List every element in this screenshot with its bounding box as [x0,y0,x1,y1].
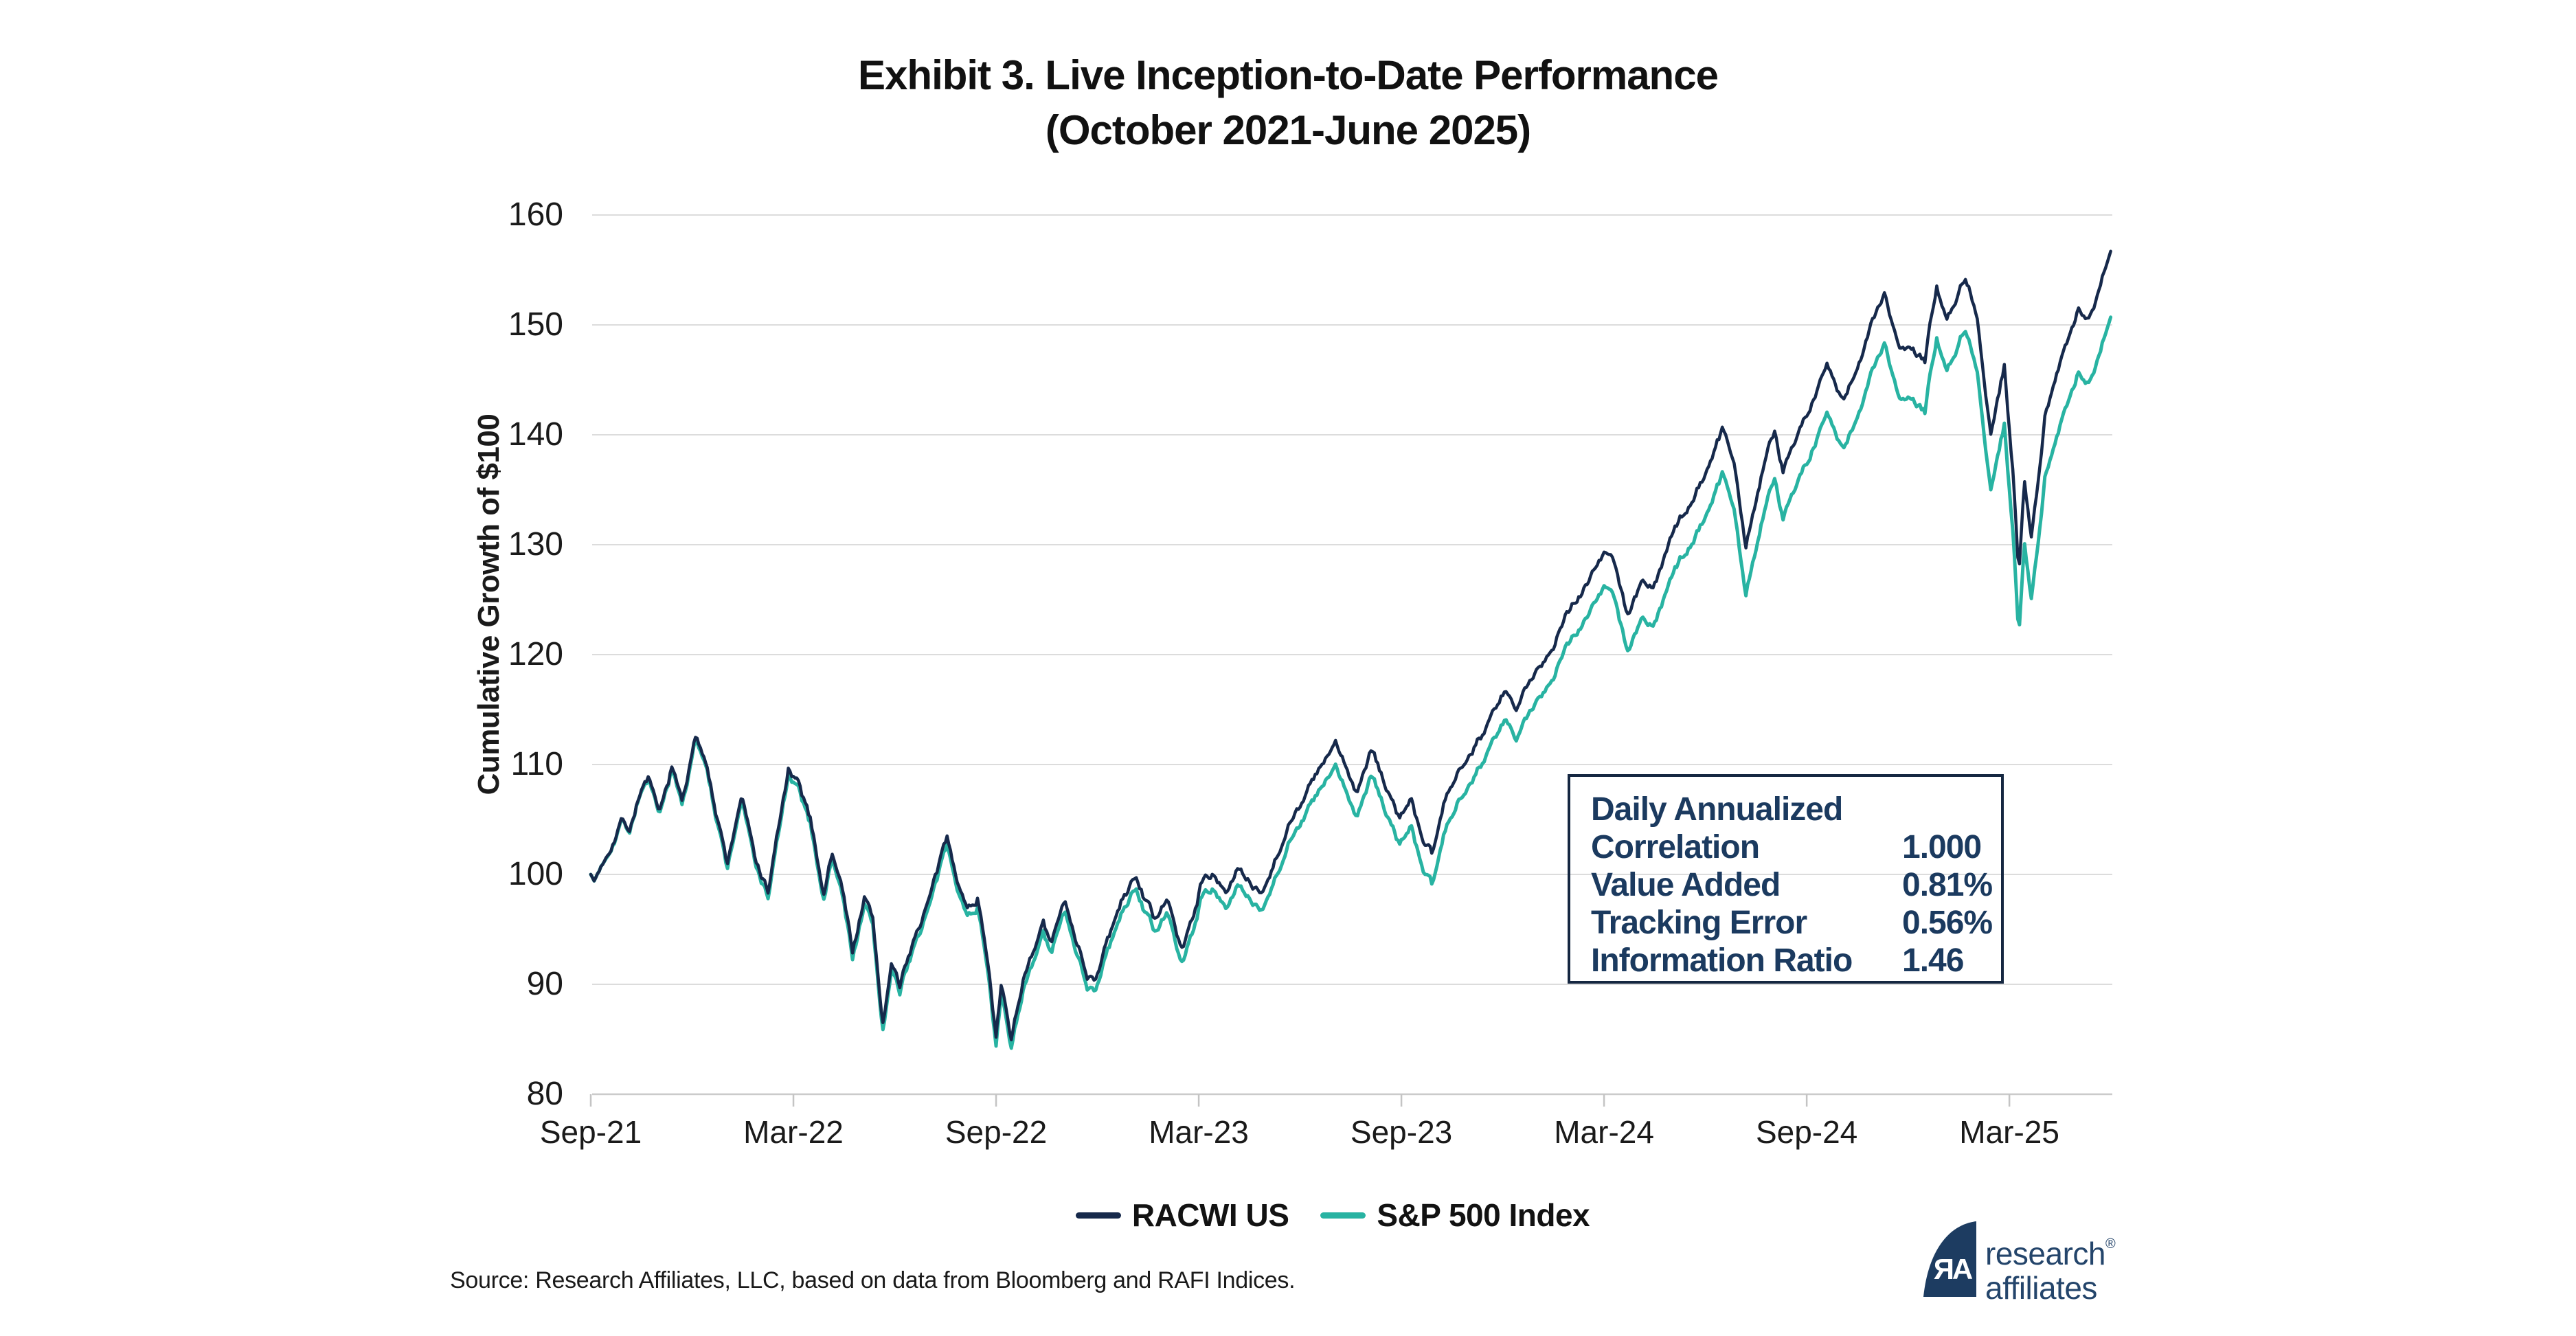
y-tick-label-130: 130 [508,526,563,563]
stats-value-0: 1.000 [1902,829,1982,865]
page-title-line2: (October 2021-June 2025) [1045,107,1531,153]
registered-trademark-symbol: ® [2105,1236,2116,1252]
legend-label-0: RACWI US [1131,1197,1289,1233]
stats-value-3: 1.46 [1902,942,1964,979]
stats-row-1: Value Added 0.81% [1591,866,2001,904]
legend-swatch-icon [1320,1212,1366,1219]
stats-row-0: Correlation 1.000 [1591,828,2001,866]
y-tick-label-140: 140 [508,416,563,453]
y-tick-label-150: 150 [508,306,563,343]
y-tick-label-100: 100 [508,856,563,892]
research-affiliates-logo-text: research® affiliates [1985,1227,2116,1306]
legend-swatch-icon [1075,1212,1121,1219]
logo-quarter-sail-shape [1923,1221,1976,1297]
stats-label-0: Correlation [1591,829,1760,865]
stats-label-1: Value Added [1591,867,1781,903]
x-tick-label-Sep-21: Sep-21 [539,1114,642,1150]
y-tick-label-160: 160 [508,196,563,233]
y-tick-label-90: 90 [526,966,563,1002]
legend-item-1: S&P 500 Index [1320,1197,1590,1234]
stats-value-2: 0.56% [1902,905,1993,941]
stats-value-1: 0.81% [1902,867,1993,903]
stats-box-header: Daily Annualized [1591,791,1843,828]
x-tick-label-Mar-23: Mar-23 [1149,1114,1249,1150]
x-tick-label-Mar-24: Mar-24 [1554,1114,1654,1150]
logo-word-research: research [1985,1236,2105,1271]
stats-box: Daily Annualized Correlation 1.000 Value A… [1568,774,2004,984]
x-tick-label-Mar-25: Mar-25 [1959,1114,2059,1150]
y-tick-label-120: 120 [508,636,563,672]
legend-label-1: S&P 500 Index [1377,1197,1590,1233]
legend-item-0: RACWI US [1075,1197,1289,1234]
research-affiliates-logo-mark: ЯA [1923,1221,1976,1297]
page-title-line1: Exhibit 3. Live Inception-to-Date Perfor… [858,52,1719,98]
y-tick-label-80: 80 [526,1076,563,1112]
chart-legend: RACWI US S&P 500 Index [45,1197,2576,1234]
x-tick-label-Sep-22: Sep-22 [945,1114,1048,1150]
source-note: Source: Research Affiliates, LLC, based … [450,1267,1296,1293]
stats-label-2: Tracking Error [1591,905,1807,941]
logo-word-affiliates: affiliates [1985,1270,2097,1306]
x-tick-label-Mar-22: Mar-22 [743,1114,844,1150]
y-tick-label-110: 110 [510,746,563,782]
x-tick-label-Sep-23: Sep-23 [1350,1114,1453,1150]
stats-row-3: Information Ratio 1.46 [1591,942,2001,980]
logo-ra-monogram: ЯA [1934,1253,1973,1285]
x-tick-label-Sep-24: Sep-24 [1755,1114,1858,1150]
series-line-racwi-us [589,249,2112,1042]
stats-label-3: Information Ratio [1591,942,1853,979]
stats-row-2: Tracking Error 0.56% [1591,904,2001,942]
